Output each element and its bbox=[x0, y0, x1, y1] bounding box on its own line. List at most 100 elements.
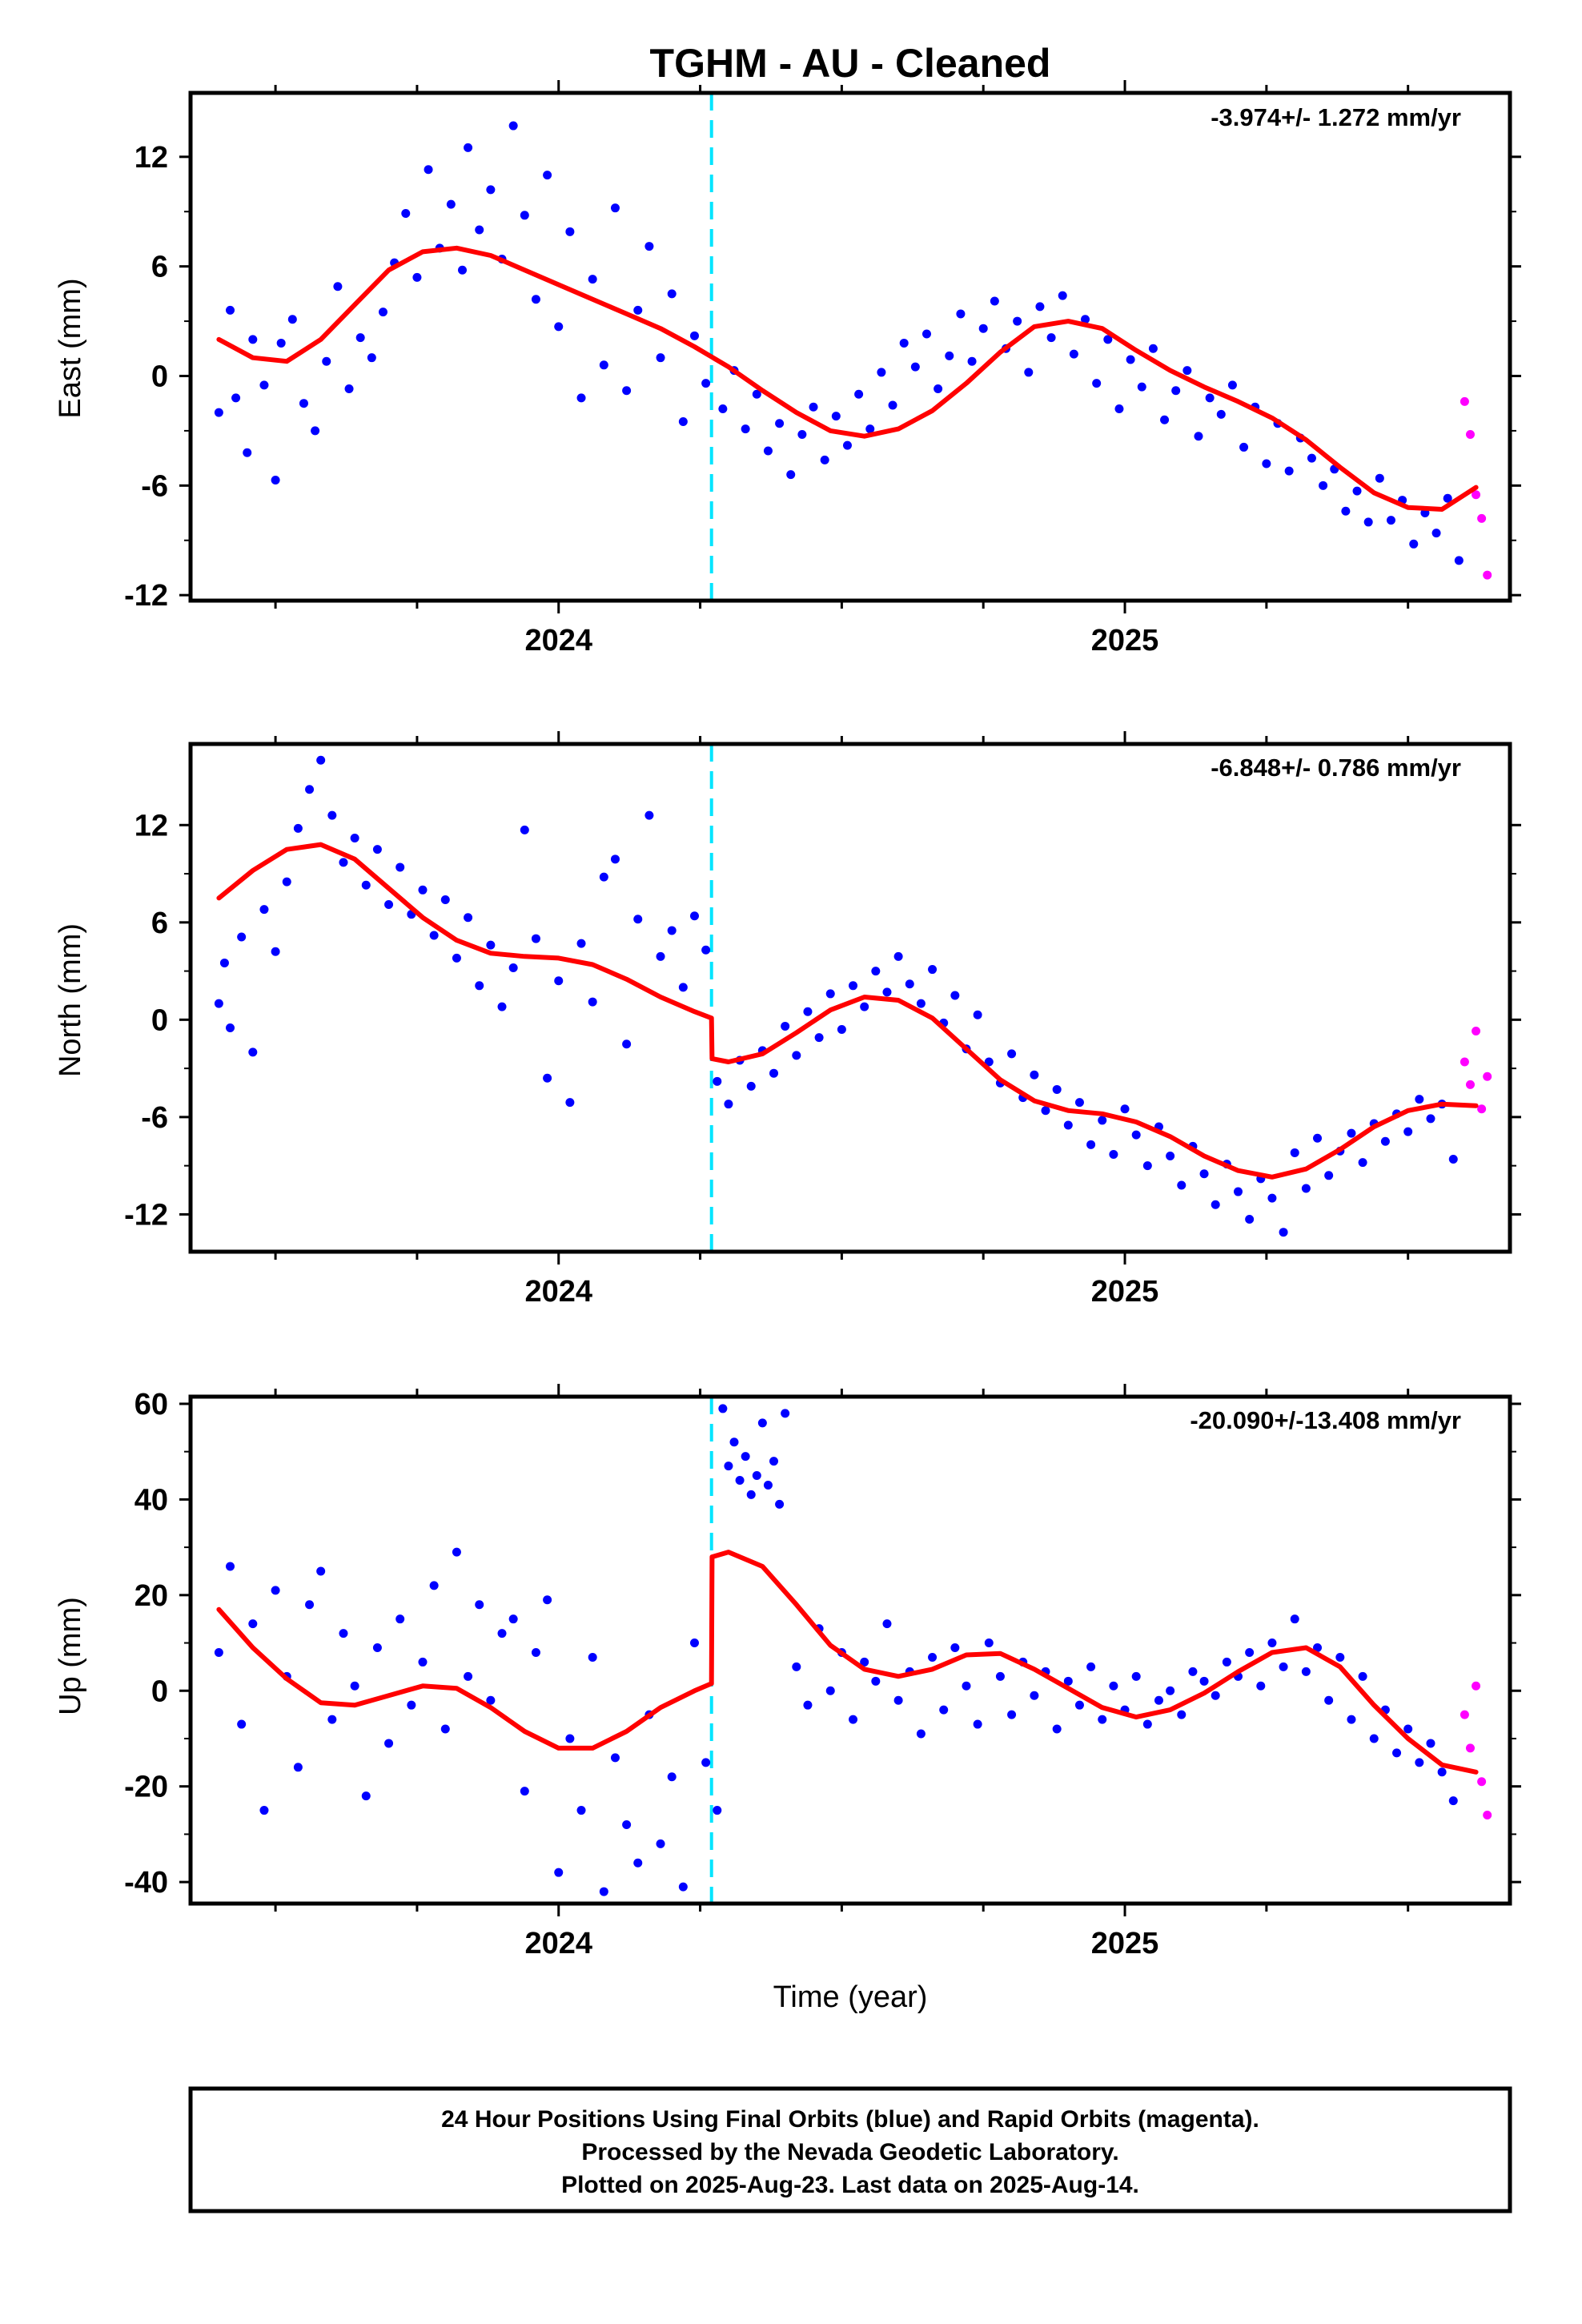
east-final-orbit-point bbox=[1035, 302, 1045, 312]
north-final-orbit-point bbox=[792, 1051, 801, 1060]
up-y-tick-label: 20 bbox=[135, 1579, 168, 1613]
up-final-orbit-point bbox=[372, 1643, 382, 1653]
east-final-orbit-point bbox=[446, 199, 456, 209]
east-final-orbit-point bbox=[588, 275, 597, 284]
up-final-orbit-point bbox=[1426, 1739, 1435, 1748]
east-final-orbit-point bbox=[401, 209, 411, 219]
east-final-orbit-point bbox=[322, 356, 331, 366]
up-final-orbit-point bbox=[825, 1686, 835, 1695]
east-final-orbit-point bbox=[1058, 291, 1067, 300]
up-final-orbit-point bbox=[718, 1404, 728, 1413]
east-y-tick-label: 6 bbox=[151, 251, 168, 284]
north-final-orbit-point bbox=[814, 1033, 824, 1043]
up-final-orbit-point bbox=[531, 1647, 540, 1657]
north-final-orbit-point bbox=[1063, 1120, 1073, 1130]
east-final-orbit-point bbox=[921, 329, 931, 339]
north-rapid-orbit-point bbox=[1460, 1057, 1469, 1067]
up-final-orbit-point bbox=[769, 1457, 779, 1466]
up-final-orbit-point bbox=[508, 1614, 518, 1624]
east-final-orbit-point bbox=[797, 429, 807, 439]
north-final-orbit-point bbox=[565, 1098, 575, 1108]
north-final-orbit-point bbox=[1211, 1200, 1220, 1209]
up-final-orbit-point bbox=[1074, 1700, 1084, 1710]
east-final-orbit-point bbox=[1319, 480, 1328, 490]
east-rapid-orbit-point bbox=[1472, 490, 1481, 500]
north-final-orbit-point bbox=[327, 810, 337, 820]
north-final-orbit-point bbox=[1098, 1116, 1107, 1125]
north-final-orbit-point bbox=[1007, 1049, 1017, 1059]
east-panel: East (mm) -3.974+/- 1.272 mm/yr -12 -6 0 6 1… bbox=[54, 80, 1521, 657]
east-final-orbit-point bbox=[1103, 335, 1113, 344]
figure-title: TGHM - AU - Cleaned bbox=[650, 41, 1051, 86]
north-rapid-orbit-point bbox=[1465, 1080, 1475, 1089]
north-final-orbit-point bbox=[950, 991, 960, 1000]
up-final-orbit-point bbox=[1007, 1710, 1017, 1719]
up-final-orbit-point bbox=[418, 1657, 428, 1667]
up-final-orbit-point bbox=[713, 1806, 722, 1815]
up-final-orbit-point bbox=[554, 1868, 564, 1877]
up-y-tick-label: -20 bbox=[124, 1771, 168, 1804]
footer-line-3: Plotted on 2025-Aug-23. Last data on 202… bbox=[561, 2172, 1139, 2198]
north-panel: North (mm) -6.848+/- 0.786 mm/yr -12 -6 0 6… bbox=[54, 731, 1521, 1309]
east-final-orbit-point bbox=[910, 362, 920, 372]
up-final-orbit-point bbox=[1063, 1676, 1073, 1686]
up-final-orbit-point bbox=[882, 1619, 892, 1629]
up-final-orbit-point bbox=[1301, 1667, 1311, 1676]
east-final-orbit-point bbox=[934, 384, 943, 393]
up-final-orbit-point bbox=[226, 1562, 235, 1571]
up-final-orbit-point bbox=[757, 1418, 767, 1428]
east-final-orbit-point bbox=[1375, 473, 1384, 483]
east-final-orbit-point bbox=[226, 305, 235, 315]
east-final-orbit-point bbox=[1024, 368, 1034, 377]
east-y-tick-label: -6 bbox=[141, 469, 168, 503]
north-final-orbit-point bbox=[282, 877, 291, 887]
up-final-orbit-point bbox=[486, 1695, 496, 1705]
up-y-tick-label: 40 bbox=[135, 1483, 168, 1517]
east-final-orbit-point bbox=[259, 380, 269, 390]
up-final-orbit-point bbox=[1403, 1724, 1413, 1734]
north-final-orbit-point bbox=[1448, 1155, 1458, 1164]
up-final-orbit-point bbox=[1415, 1758, 1424, 1767]
up-final-orbit-point bbox=[339, 1629, 348, 1638]
east-rapid-orbit-point bbox=[1483, 570, 1492, 580]
east-frame bbox=[188, 90, 1512, 603]
north-x-tick-label: 2025 bbox=[1091, 1275, 1159, 1309]
north-final-orbit-point bbox=[803, 1007, 813, 1016]
north-final-orbit-point bbox=[259, 905, 269, 915]
east-y-axis-label: East (mm) bbox=[54, 278, 87, 418]
east-final-orbit-point bbox=[610, 203, 620, 213]
up-final-orbit-point bbox=[803, 1700, 813, 1710]
north-final-orbit-point bbox=[1347, 1128, 1356, 1138]
east-final-orbit-point bbox=[1194, 432, 1203, 441]
east-y-tick-label: 12 bbox=[135, 141, 168, 175]
up-rate-label: -20.090+/-13.408 mm/yr bbox=[1190, 1406, 1461, 1434]
east-final-orbit-point bbox=[508, 121, 518, 131]
north-final-orbit-point bbox=[678, 983, 688, 992]
east-final-orbit-point bbox=[576, 393, 586, 403]
footer-frame bbox=[188, 2086, 1512, 2213]
east-final-orbit-point bbox=[622, 386, 632, 396]
north-final-orbit-point bbox=[339, 858, 348, 867]
north-final-orbit-point bbox=[1109, 1149, 1118, 1159]
north-final-orbit-point bbox=[1313, 1133, 1323, 1143]
up-rapid-orbit-point bbox=[1472, 1681, 1481, 1691]
north-final-orbit-point bbox=[1142, 1161, 1152, 1171]
east-final-orbit-point bbox=[718, 404, 728, 414]
up-final-orbit-point bbox=[893, 1695, 903, 1705]
up-rapid-orbit-point bbox=[1483, 1811, 1492, 1820]
up-final-orbit-point bbox=[452, 1547, 461, 1557]
east-final-orbit-point bbox=[1216, 409, 1226, 419]
up-final-orbit-point bbox=[543, 1595, 552, 1605]
up-final-orbit-point bbox=[429, 1581, 439, 1590]
east-final-orbit-point bbox=[333, 282, 343, 292]
up-final-orbit-point bbox=[610, 1753, 620, 1763]
east-final-orbit-point bbox=[945, 351, 954, 360]
east-final-orbit-point bbox=[701, 379, 711, 388]
north-plot-area bbox=[214, 744, 1492, 1252]
north-final-orbit-point bbox=[1074, 1098, 1084, 1108]
east-final-orbit-point bbox=[820, 455, 829, 464]
north-final-orbit-point bbox=[1166, 1151, 1175, 1160]
up-final-orbit-point bbox=[1256, 1681, 1266, 1691]
east-final-orbit-point bbox=[531, 295, 540, 304]
up-final-orbit-point bbox=[1358, 1671, 1367, 1681]
